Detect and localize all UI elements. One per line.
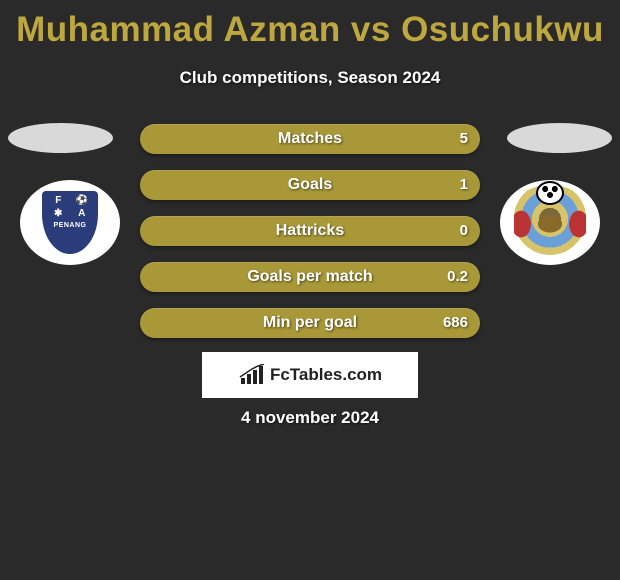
stat-row-matches: Matches 5: [140, 124, 480, 154]
star-icon: ✱: [47, 208, 70, 220]
penang-letter-a: A: [71, 208, 94, 220]
stat-value-right: 5: [460, 124, 468, 154]
club-badge-right: [500, 180, 600, 265]
stat-value-right: 1: [460, 170, 468, 200]
stat-value-right: 0: [460, 216, 468, 246]
stat-row-goals-per-match: Goals per match 0.2: [140, 262, 480, 292]
player-photo-right-placeholder: [507, 123, 612, 153]
stat-label: Goals per match: [140, 262, 480, 292]
subtitle: Club competitions, Season 2024: [0, 68, 620, 88]
stat-label: Goals: [140, 170, 480, 200]
brand-text: FcTables.com: [270, 365, 382, 385]
stat-label: Matches: [140, 124, 480, 154]
page-title: Muhammad Azman vs Osuchukwu: [0, 10, 620, 50]
stats-list: Matches 5 Goals 1 Hattricks 0 Goals per …: [140, 124, 480, 354]
stat-label: Min per goal: [140, 308, 480, 338]
comparison-card: Muhammad Azman vs Osuchukwu Club competi…: [0, 0, 620, 580]
eagle-wings-icon: [514, 204, 586, 244]
bar-chart-icon: [238, 364, 266, 386]
player-photo-left-placeholder: [8, 123, 113, 153]
stat-value-right: 686: [443, 308, 468, 338]
penang-text: PENANG: [42, 222, 98, 229]
date-text: 4 november 2024: [0, 408, 620, 428]
penang-letter-f: F: [47, 195, 70, 207]
stat-row-hattricks: Hattricks 0: [140, 216, 480, 246]
club-badge-left: F ⚽ ✱ A PENANG: [20, 180, 120, 265]
stat-label: Hattricks: [140, 216, 480, 246]
soccer-ball-icon: [536, 181, 564, 205]
brand-attribution[interactable]: FcTables.com: [202, 352, 418, 398]
stat-value-right: 0.2: [447, 262, 468, 292]
soccer-ball-icon: ⚽: [71, 195, 94, 207]
stat-row-goals: Goals 1: [140, 170, 480, 200]
stat-row-min-per-goal: Min per goal 686: [140, 308, 480, 338]
